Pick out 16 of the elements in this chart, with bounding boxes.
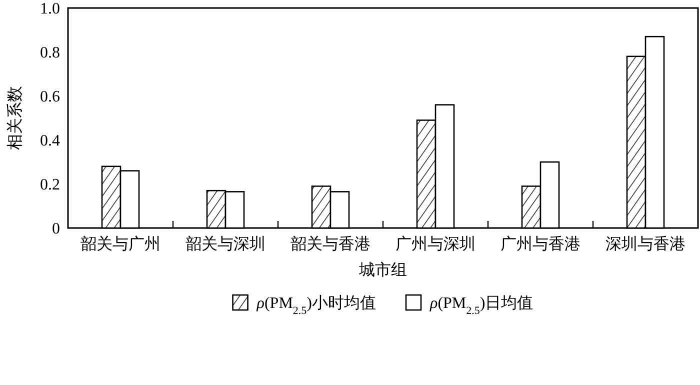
x-tick-label: 韶关与香港 <box>290 235 370 253</box>
y-tick-label: 0.2 <box>40 176 60 194</box>
y-tick-label: 0.6 <box>40 88 60 106</box>
legend-label: ρ(PM$_{2.5}$)日均值 <box>429 295 534 317</box>
x-tick-label: 深圳与香港 <box>606 235 686 253</box>
x-tick-label: 广州与香港 <box>500 235 580 253</box>
y-tick-label: 0 <box>52 220 60 238</box>
legend-label: ρ(PM$_{2.5}$)小时均值 <box>256 294 376 317</box>
y-axis-title: 相关系数 <box>6 86 24 150</box>
y-tick-label: 1.0 <box>40 0 60 18</box>
y-tick-label: 0.4 <box>40 132 60 150</box>
x-tick-label: 韶关与广州 <box>80 235 160 253</box>
x-axis-title: 城市组 <box>358 261 407 279</box>
x-tick-label: 广州与深圳 <box>396 235 476 253</box>
x-tick-label: 韶关与深圳 <box>186 235 266 253</box>
y-tick-label: 0.8 <box>40 44 60 62</box>
